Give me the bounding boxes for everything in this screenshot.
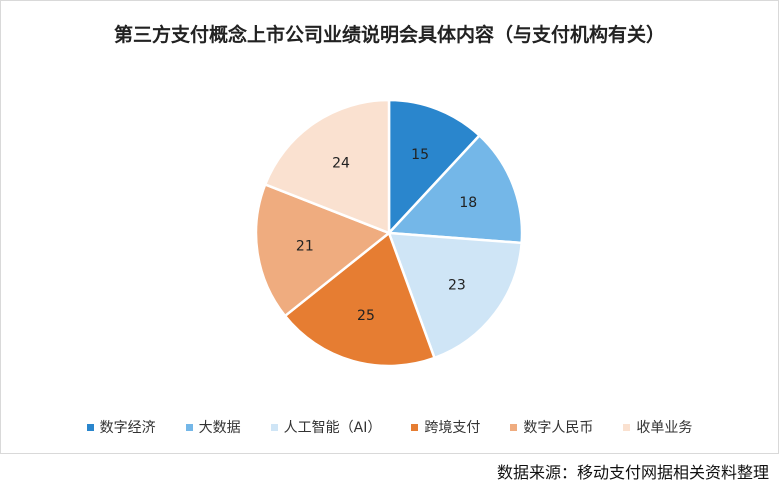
legend-item: 收单业务 <box>623 417 692 437</box>
pie-data-labels: 15 18 23 25 21 24 <box>296 147 477 324</box>
legend-item: 大数据 <box>185 417 241 437</box>
legend-swatch <box>411 423 419 431</box>
legend-swatch <box>185 423 193 431</box>
legend-item: 数字人民币 <box>510 417 593 437</box>
legend-label: 大数据 <box>198 420 241 436</box>
chart-legend: 数字经济 大数据 人工智能（AI） 跨境支付 数字人民币 收单业务 <box>0 417 779 437</box>
pie-data-label: 25 <box>357 308 375 324</box>
legend-label: 数字人民币 <box>523 420 594 436</box>
legend-item: 跨境支付 <box>411 417 480 437</box>
legend-label: 跨境支付 <box>424 420 481 436</box>
chart-title: 第三方支付概念上市公司业绩说明会具体内容（与支付机构有关） <box>113 24 665 46</box>
legend-item: 人工智能（AI） <box>270 417 382 437</box>
pie-chart: 15 18 23 25 21 24 <box>254 98 524 368</box>
legend-swatch <box>86 423 94 431</box>
legend-swatch <box>623 423 631 431</box>
pie-data-label: 24 <box>332 156 350 172</box>
pie-data-label: 23 <box>448 277 466 293</box>
pie-slice <box>387 98 482 237</box>
pie-slice <box>263 98 391 235</box>
legend-label: 数字经济 <box>99 420 156 436</box>
legend-swatch <box>510 423 518 431</box>
legend-label: 人工智能（AI） <box>283 420 382 436</box>
source-note: 数据来源：移动支付网据相关资料整理 <box>496 463 769 482</box>
pie-data-label: 18 <box>459 195 477 211</box>
pie-slice <box>283 230 437 368</box>
pie-data-label: 21 <box>296 239 314 255</box>
pie-slice <box>387 231 523 360</box>
pie-slice <box>386 133 524 245</box>
legend-swatch <box>270 423 278 431</box>
pie-slice <box>254 182 392 318</box>
pie-data-label: 15 <box>411 147 429 163</box>
pie-slices <box>254 98 524 368</box>
legend-item: 数字经济 <box>86 417 156 437</box>
legend-label: 收单业务 <box>636 420 693 436</box>
